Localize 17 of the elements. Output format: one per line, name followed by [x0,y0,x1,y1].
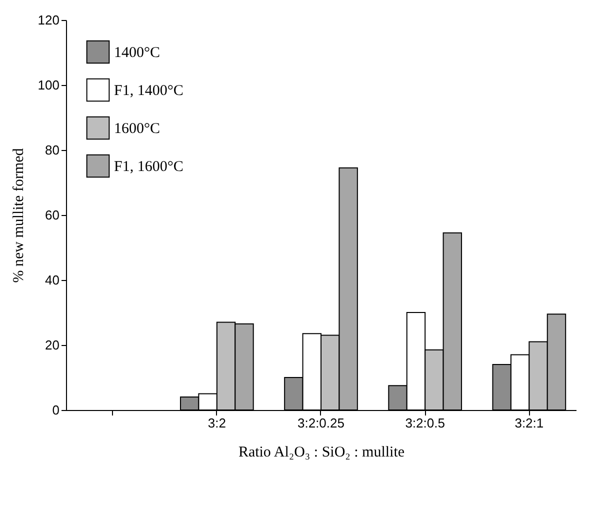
legend-label: F1, 1600°C [114,159,184,175]
y-tick-label: 100 [38,78,60,92]
legend-label: F1, 1400°C [114,83,184,99]
x-tick-label: 3:2:0.5 [405,416,445,430]
y-tick-label: 40 [45,272,60,288]
x-tick-label: 3:2 [208,416,226,430]
x-tick-label: 3:2:1 [514,416,544,430]
y-tick-label: 80 [45,142,60,158]
legend-label: 1400°C [114,45,160,61]
y-axis-title: % new mullite formed [10,148,27,283]
y-tick-label: 20 [45,338,60,352]
legend-label: 1600°C [114,121,160,137]
y-tick-label: 120 [38,12,60,28]
x-tick-label: 3:2:0.25 [298,416,344,430]
x-axis-title: Ratio Al₂O₃ : SiO₂ : mullite [238,444,405,460]
y-tick-label: 0 [52,402,60,418]
y-tick-label: 60 [45,208,60,222]
